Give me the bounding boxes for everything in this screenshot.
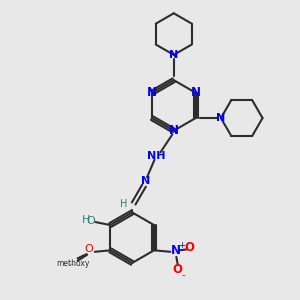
Text: N: N (171, 244, 181, 257)
Text: N: N (169, 50, 178, 60)
Text: -: - (182, 270, 186, 280)
Text: NH: NH (147, 151, 165, 161)
Text: N: N (141, 176, 150, 186)
Text: N: N (216, 113, 226, 123)
Text: N: N (169, 124, 179, 137)
Text: methoxy: methoxy (70, 264, 76, 265)
Text: +: + (178, 242, 185, 250)
Text: H: H (120, 200, 128, 209)
Text: O: O (185, 242, 195, 254)
Text: O: O (173, 263, 183, 276)
Text: H: H (82, 215, 91, 225)
Text: O: O (85, 244, 93, 254)
Text: N: N (191, 86, 201, 99)
Text: N: N (147, 86, 157, 99)
Text: methoxy: methoxy (56, 259, 90, 268)
Text: O: O (86, 217, 95, 226)
